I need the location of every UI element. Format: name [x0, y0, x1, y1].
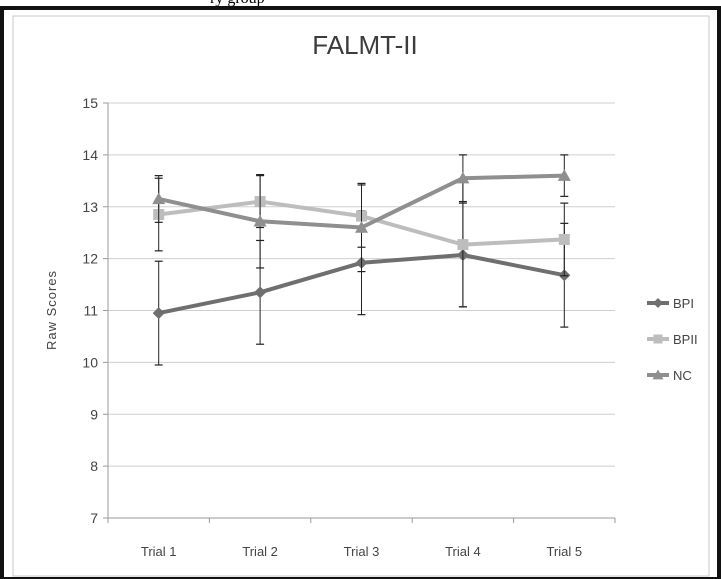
x-tick-label: Trial 5 [546, 544, 582, 559]
x-tick-label: Trial 4 [445, 544, 481, 559]
y-tick-label: 8 [90, 458, 98, 474]
y-axis-label: Raw Scores [44, 270, 59, 350]
plot-series [152, 154, 571, 366]
y-tick-label: 9 [90, 406, 98, 422]
y-tick-label: 13 [82, 199, 98, 215]
caption-text: ry group [210, 0, 265, 8]
data-point [558, 233, 570, 245]
legend-label: BPI [673, 296, 694, 311]
legend-marker [653, 334, 663, 344]
legend-item-bpi: BPI [647, 296, 694, 311]
series-nc [152, 154, 571, 273]
data-point [254, 286, 267, 299]
data-point [355, 221, 368, 233]
data-point [457, 239, 469, 251]
legend-marker [652, 369, 664, 380]
chart-title: FALMT-II [312, 30, 417, 60]
data-point [456, 171, 470, 184]
data-point [557, 169, 571, 181]
data-point [152, 307, 165, 320]
y-tick-label: 11 [83, 303, 98, 319]
y-tick-label: 15 [82, 95, 98, 111]
y-tick-label: 14 [82, 147, 98, 163]
x-axis: Trial 1 Trial 2 Trial 3 Trial 4 Trial 5 [107, 517, 616, 559]
legend-marker [653, 298, 663, 308]
y-axis: 7 8 9 10 11 12 13 14 15 [82, 95, 109, 526]
legend-label: BPII [673, 332, 698, 347]
x-tick-label: Trial 1 [141, 544, 177, 559]
x-tick-label: Trial 3 [344, 544, 380, 559]
legend-item-nc: NC [647, 368, 692, 383]
y-tick-label: 10 [82, 354, 98, 370]
data-point [253, 214, 267, 227]
legend-label: NC [673, 368, 692, 383]
y-tick-label: 12 [82, 251, 98, 267]
x-tick-label: Trial 2 [242, 544, 278, 559]
data-point [152, 192, 166, 205]
y-tick-label: 7 [90, 510, 98, 526]
caption-fragment: ry group [0, 0, 721, 16]
legend: BPI BPII NC [647, 296, 698, 383]
legend-item-bpii: BPII [647, 332, 698, 347]
